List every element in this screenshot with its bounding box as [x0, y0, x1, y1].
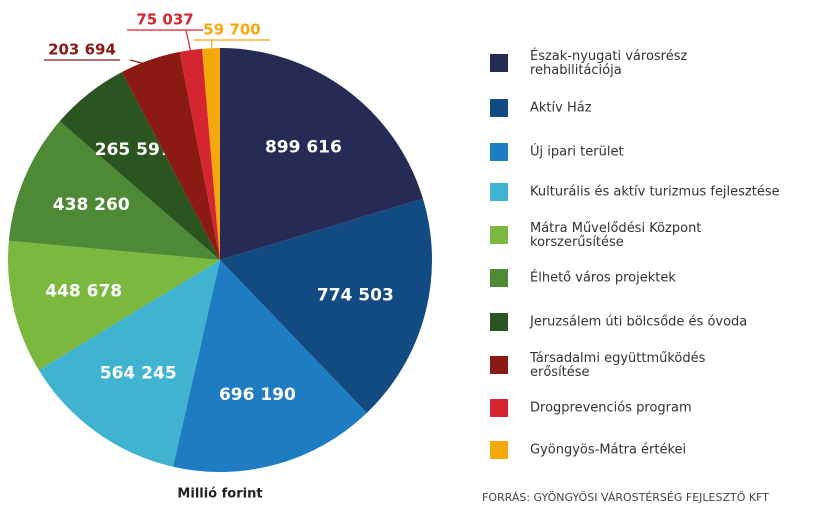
- legend-swatch: [490, 183, 508, 201]
- legend-label: Új ipari terület: [530, 144, 624, 160]
- pie-slice: [8, 121, 221, 260]
- legend-swatch: [490, 226, 508, 244]
- legend-swatch: [490, 99, 508, 117]
- pie-slice: [172, 260, 367, 472]
- legend-label: Drogprevenciós program: [530, 401, 692, 416]
- pie-slice: [179, 48, 220, 260]
- value-label: 438 260: [53, 195, 130, 215]
- legend-label: Kulturális és aktív turizmus fejlesztése: [530, 185, 780, 200]
- legend-label: Észak-nyugati városrész rehabilitációja: [530, 48, 688, 78]
- pie-slice: [220, 198, 433, 413]
- legend-swatch: [490, 269, 508, 287]
- source: FORRÁS: GYÖNGYÖSI VÁROSTÉRSÉG FEJLESZTŐ …: [482, 490, 769, 504]
- pie-slice: [59, 72, 220, 260]
- value-label: 448 678: [45, 282, 122, 302]
- value-label: 265 597: [95, 140, 172, 160]
- caption: Millió forint: [177, 487, 262, 502]
- legend-label: Élhető város projektek: [530, 270, 676, 286]
- value-label: 203 694: [48, 41, 116, 59]
- value-label: 75 037: [136, 11, 193, 29]
- value-label: 696 190: [219, 385, 296, 405]
- legend-label: Gyöngyös-Mátra értékei: [530, 443, 686, 458]
- pie-slice: [7, 240, 220, 371]
- value-label: 564 245: [100, 364, 177, 384]
- legend-label: Aktív Ház: [530, 101, 592, 116]
- legend-swatch: [490, 399, 508, 417]
- pie-slice: [220, 48, 423, 260]
- pie-slice: [122, 51, 220, 261]
- pie-slice: [202, 48, 220, 260]
- legend-label: Mátra Művelődési Központ korszerűsítése: [530, 221, 701, 250]
- legend-label: Jeruzsálem úti bölcsőde és óvoda: [529, 315, 747, 330]
- legend-swatch: [490, 143, 508, 161]
- value-label: 59 700: [203, 21, 260, 39]
- legend-swatch: [490, 313, 508, 331]
- legend-swatch: [490, 441, 508, 459]
- leader-line: [210, 39, 213, 55]
- pie-slice: [38, 260, 220, 467]
- value-label: 899 616: [265, 138, 342, 158]
- leader-line: [185, 29, 193, 57]
- legend-swatch: [490, 356, 508, 374]
- leader-line: [129, 59, 153, 67]
- legend-swatch: [490, 54, 508, 72]
- legend-label: Társadalmi együttműködés erősítése: [529, 351, 706, 380]
- value-label: 774 503: [317, 285, 394, 305]
